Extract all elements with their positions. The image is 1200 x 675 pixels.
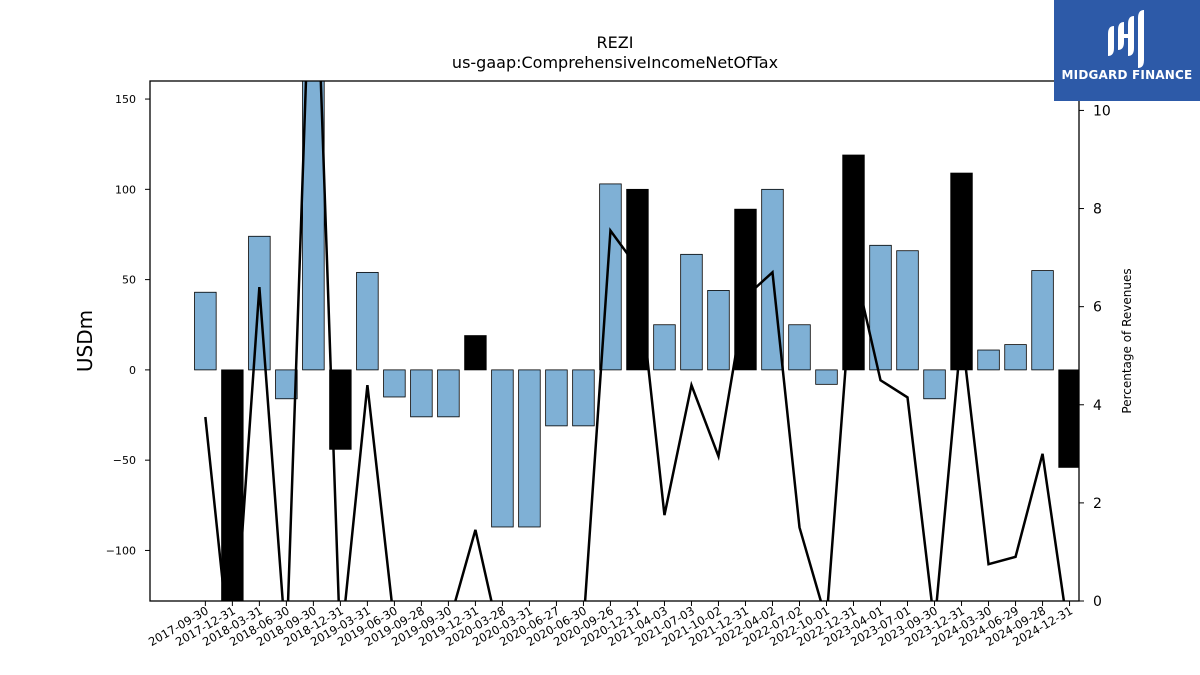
- bar-2024-09-28: [1031, 270, 1054, 371]
- bar-2017-09-30: [194, 291, 217, 371]
- y2-tick-label: 6: [1093, 300, 1102, 316]
- bar-2019-06-30: [383, 369, 406, 398]
- bar-2018-12-31: [329, 369, 352, 450]
- chart-subtitle: us-gaap:ComprehensiveIncomeNetOfTax: [452, 53, 778, 72]
- bar-2023-07-01: [896, 250, 919, 371]
- chart-title: REZI: [597, 33, 634, 52]
- y-tick-label: −50: [113, 454, 136, 467]
- bar-2018-06-30: [275, 369, 298, 400]
- bar-2024-12-31: [1058, 369, 1079, 468]
- bar-series: [194, 81, 1079, 601]
- bar-2024-06-29: [1004, 344, 1027, 371]
- midgard-finance-logo: MIDGARD FINANCE: [1054, 0, 1200, 101]
- bar-2023-09-30: [923, 369, 946, 400]
- bar-2017-12-31: [221, 369, 244, 601]
- logo-mark-icon: [1108, 10, 1144, 68]
- bar-2019-12-31: [464, 335, 487, 371]
- bar-2021-07-03: [680, 253, 703, 371]
- y2-tick-label: 8: [1093, 202, 1102, 218]
- bar-2020-03-28: [491, 369, 514, 528]
- bar-2022-07-02: [788, 324, 811, 371]
- bar-2019-09-30: [437, 369, 460, 418]
- y-axis-label: USDm: [73, 310, 97, 372]
- y2-tick-label: 10: [1093, 103, 1111, 119]
- y2-tick-label: 4: [1093, 398, 1102, 414]
- y2-tick-label: 0: [1093, 594, 1102, 610]
- y2-axis-label: Percentage of Revenues: [1120, 268, 1134, 413]
- y-tick-label: 150: [115, 93, 136, 106]
- bar-2020-03-31: [518, 369, 541, 528]
- bar-2020-06-30: [572, 369, 595, 427]
- y-tick-label: −100: [106, 544, 136, 557]
- axes: [145, 80, 1084, 606]
- bar-2023-12-31: [950, 172, 973, 371]
- bar-2024-03-30: [977, 349, 1000, 371]
- y-tick-label: 100: [115, 183, 136, 196]
- bar-2021-04-03: [653, 324, 676, 371]
- bar-2022-10-01: [815, 369, 838, 385]
- bar-2019-03-31: [356, 271, 379, 371]
- y-tick-label: 0: [129, 364, 136, 377]
- plot-frame: [149, 80, 1080, 602]
- logo-text: MIDGARD FINANCE: [1061, 68, 1193, 82]
- bar-2019-09-28: [410, 369, 433, 418]
- y2-tick-label: 2: [1093, 496, 1102, 512]
- bar-2023-04-01: [869, 244, 892, 371]
- bar-2021-10-02: [707, 290, 730, 371]
- y-tick-label: 50: [122, 274, 136, 287]
- revenue-percentage-line: [204, 81, 1066, 601]
- line-series: [204, 81, 1066, 601]
- bar-2020-06-27: [545, 369, 568, 427]
